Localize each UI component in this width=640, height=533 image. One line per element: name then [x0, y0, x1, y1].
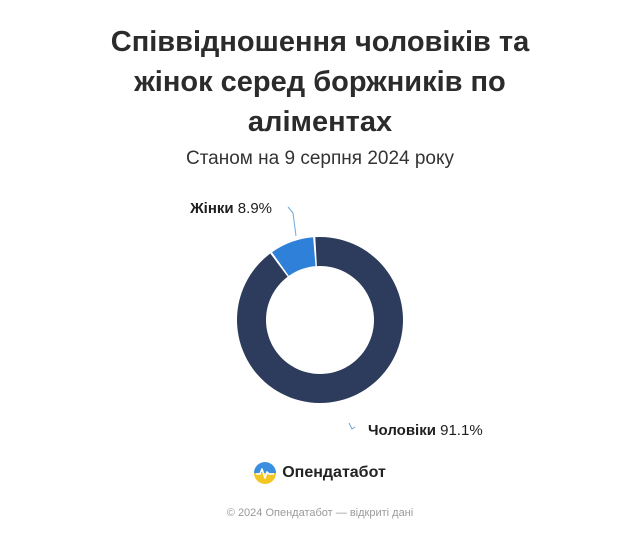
slice-label-name-women: Жінки — [189, 200, 234, 217]
brand-name: Опендатабот — [282, 464, 386, 481]
donut-chart: Жінки 8.9% Чоловіки 91.1% — [189, 200, 483, 439]
chart-title-line-2: жінок серед боржників по — [134, 66, 506, 98]
slice-label-women: Жінки 8.9% — [189, 200, 272, 217]
chart-title-line-3: аліментах — [247, 106, 393, 138]
leader-line-women — [287, 206, 297, 237]
brand: Опендатабот — [0, 462, 640, 484]
slice-label-name-men: Чоловіки — [368, 422, 436, 439]
chart-subtitle: Станом на 9 серпня 2024 року — [185, 148, 455, 169]
slice-label-men: Чоловіки 91.1% — [368, 422, 483, 439]
footer-copyright: © 2024 Опендатабот — відкриті дані — [226, 507, 414, 519]
leader-line-men — [348, 422, 356, 430]
chart-title-line-1: Співвідношення чоловіків та — [110, 26, 530, 58]
opendatabot-logo-icon — [254, 462, 277, 484]
slice-label-value-women: 8.9% — [234, 200, 272, 217]
donut-slice-women — [272, 237, 316, 276]
chart-title: Співвідношення чоловіків та жінок серед … — [0, 22, 640, 142]
donut-slice-men — [236, 237, 403, 403]
slice-label-value-men: 91.1% — [436, 422, 483, 439]
